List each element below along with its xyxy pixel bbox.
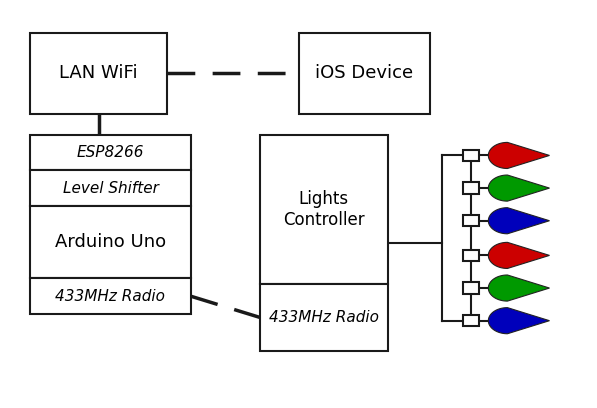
Bar — [30, 278, 191, 314]
Bar — [463, 282, 479, 294]
Bar — [30, 170, 191, 206]
Bar — [30, 135, 191, 170]
Polygon shape — [488, 242, 549, 268]
Bar — [463, 215, 479, 226]
Polygon shape — [488, 275, 549, 301]
Bar — [463, 150, 479, 161]
Bar — [260, 284, 388, 351]
Bar — [30, 33, 167, 114]
Bar — [463, 315, 479, 326]
Bar — [298, 33, 430, 114]
Text: Arduino Uno: Arduino Uno — [55, 233, 166, 251]
Text: Lights
Controller: Lights Controller — [283, 190, 365, 228]
Polygon shape — [488, 308, 549, 334]
Text: 433MHz Radio: 433MHz Radio — [56, 289, 165, 304]
Bar — [463, 250, 479, 261]
Text: iOS Device: iOS Device — [315, 64, 413, 82]
Text: LAN WiFi: LAN WiFi — [59, 64, 138, 82]
Text: Level Shifter: Level Shifter — [63, 181, 158, 196]
Polygon shape — [488, 142, 549, 169]
Text: 433MHz Radio: 433MHz Radio — [269, 310, 379, 325]
Text: ESP8266: ESP8266 — [76, 145, 144, 160]
Polygon shape — [488, 175, 549, 201]
Bar — [260, 135, 388, 284]
Bar — [463, 182, 479, 194]
Polygon shape — [488, 208, 549, 234]
Bar — [30, 206, 191, 278]
